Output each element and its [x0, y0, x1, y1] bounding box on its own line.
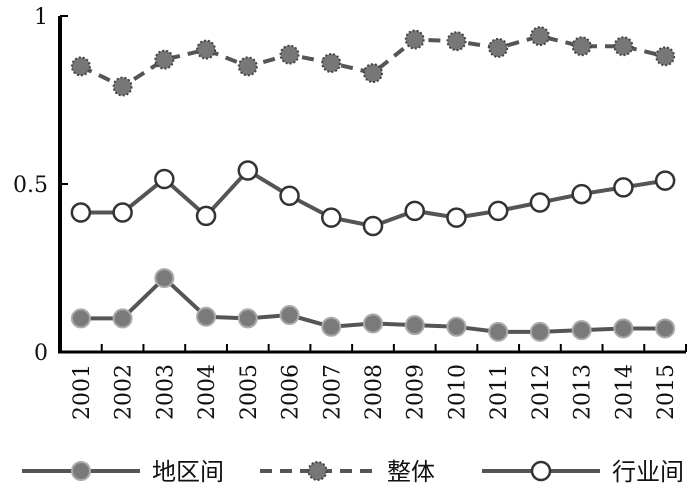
- legend: 地区间 整体 行业间: [22, 458, 684, 486]
- data-point: [613, 36, 634, 57]
- data-point: [654, 170, 676, 191]
- data-point: [279, 305, 300, 326]
- data-point: [529, 192, 551, 213]
- data-point: [70, 56, 91, 77]
- data-point: [196, 39, 217, 60]
- data-point: [363, 313, 383, 334]
- data-point: [112, 202, 133, 223]
- data-point: [237, 56, 258, 77]
- data-point: [279, 44, 300, 65]
- legend-marker: [71, 461, 91, 481]
- x-tick-label: 2009: [404, 364, 429, 420]
- data-point: [112, 76, 133, 97]
- data-point: [404, 29, 425, 50]
- legend-label: 行业间: [612, 458, 684, 486]
- data-point: [321, 207, 342, 228]
- x-tick-label: 2012: [529, 364, 554, 420]
- data-point: [70, 202, 92, 223]
- data-point: [571, 320, 592, 341]
- data-point: [488, 321, 509, 342]
- data-point: [154, 168, 175, 190]
- data-point: [446, 31, 467, 52]
- data-point: [363, 63, 383, 84]
- series-0: [70, 268, 676, 342]
- data-point: [196, 306, 217, 327]
- data-point: [404, 315, 425, 336]
- x-tick-label: 2015: [654, 364, 679, 420]
- x-tick-label: 2002: [112, 364, 137, 420]
- x-tick-label: 2011: [487, 364, 512, 420]
- y-tick-label: 1: [34, 5, 48, 30]
- data-point: [154, 268, 175, 289]
- x-tick-labels: 2001 2002 2003 2004 2005 2006 2007 2008 2009 2010…: [70, 364, 679, 420]
- y-tick-labels: 00.51: [13, 5, 48, 366]
- data-point: [655, 318, 676, 339]
- series-2: [70, 160, 676, 237]
- x-tick-label: 2004: [195, 364, 220, 420]
- data-point: [237, 160, 259, 181]
- data-point: [404, 200, 425, 222]
- data-point: [487, 200, 509, 222]
- legend-item: 行业间: [482, 458, 684, 486]
- data-point: [279, 185, 300, 207]
- data-point: [362, 215, 384, 237]
- series-layer: [70, 26, 676, 342]
- x-tick-label: 2006: [279, 364, 304, 420]
- data-point: [321, 316, 342, 337]
- data-point: [571, 183, 592, 205]
- axes: [58, 15, 687, 354]
- y-tick-label: 0.5: [13, 173, 48, 198]
- x-tick-label: 2007: [320, 364, 345, 420]
- legend-marker: [307, 461, 328, 481]
- data-point: [237, 308, 258, 329]
- data-point: [446, 207, 467, 228]
- x-tick-label: 2010: [445, 364, 470, 420]
- data-point: [613, 318, 634, 339]
- data-point: [571, 36, 592, 57]
- series-1: [70, 26, 676, 97]
- data-point: [529, 321, 550, 342]
- x-tick-label: 2013: [571, 364, 596, 420]
- data-point: [446, 316, 467, 337]
- legend-item: 整体: [260, 458, 435, 486]
- data-point: [70, 308, 91, 329]
- y-tick-label: 0: [34, 341, 48, 366]
- data-point: [488, 37, 509, 58]
- x-tick-label: 2003: [153, 364, 178, 420]
- series-line: [79, 34, 666, 89]
- data-point: [655, 46, 676, 67]
- legend-label: 地区间: [152, 458, 224, 486]
- x-tick-label: 2001: [70, 364, 95, 420]
- data-point: [321, 53, 342, 74]
- data-point: [613, 177, 634, 198]
- x-tick-label: 2014: [612, 364, 637, 420]
- x-tick-label: 2008: [362, 364, 387, 420]
- x-tick-label: 2005: [237, 364, 262, 420]
- data-point: [154, 49, 175, 70]
- data-point: [112, 308, 133, 329]
- legend-marker: [530, 460, 552, 482]
- legend-label: 整体: [387, 458, 435, 486]
- data-point: [529, 26, 550, 47]
- legend-item: 地区间: [22, 458, 224, 486]
- data-point: [195, 205, 217, 227]
